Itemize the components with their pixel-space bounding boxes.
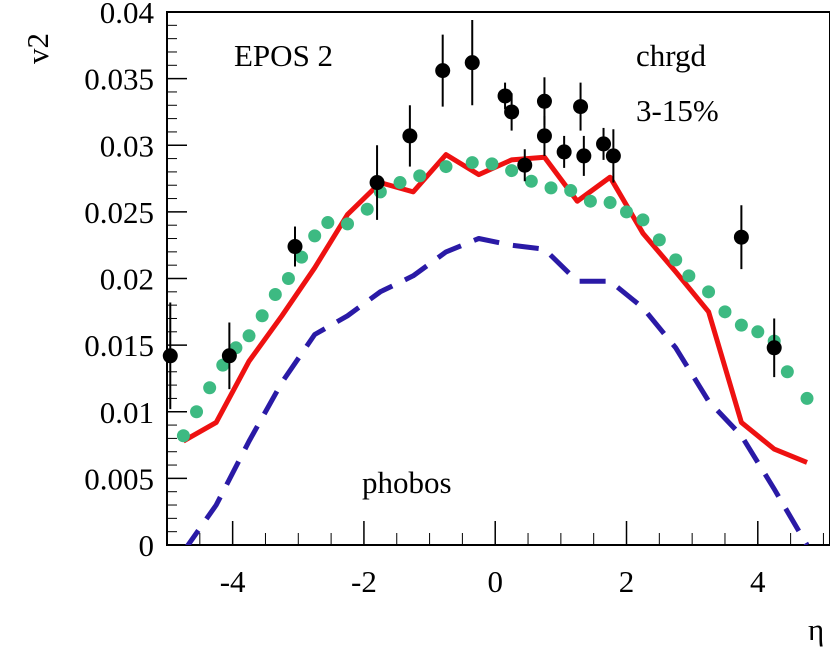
dotted-series-point bbox=[669, 253, 683, 267]
dotted-series-point bbox=[360, 202, 374, 216]
data-point bbox=[536, 93, 552, 109]
dotted-series-point bbox=[603, 196, 617, 210]
dotted-series-point bbox=[295, 250, 309, 264]
annotation-phobos: phobos bbox=[362, 465, 452, 500]
dotted-series-point bbox=[465, 156, 479, 170]
axis-ticks bbox=[166, 11, 824, 546]
dotted-series-point bbox=[255, 309, 269, 323]
dotted-series-point bbox=[393, 176, 407, 190]
dotted-series-point bbox=[341, 217, 355, 231]
data-point bbox=[576, 148, 592, 164]
dotted-series-point bbox=[702, 285, 716, 299]
dotted-series-point bbox=[308, 229, 322, 243]
dotted-series-point bbox=[682, 269, 696, 283]
annotation-chrgd: chrgd bbox=[636, 38, 707, 73]
data-point bbox=[536, 128, 552, 144]
data-point bbox=[733, 229, 749, 245]
dotted-series-point bbox=[190, 405, 204, 419]
y-tick-label: 0 bbox=[139, 528, 155, 563]
data-point bbox=[464, 55, 480, 71]
data-point bbox=[556, 144, 572, 160]
data-point bbox=[369, 175, 385, 191]
data-point bbox=[497, 88, 513, 104]
data-point bbox=[287, 239, 303, 255]
dotted-series-point bbox=[780, 365, 794, 379]
dotted-series-point bbox=[413, 169, 427, 183]
series-line-0 bbox=[182, 152, 808, 465]
annotation-epos: EPOS 2 bbox=[234, 38, 333, 73]
y-axis-title: v2 bbox=[20, 33, 55, 64]
y-tick-label: 0.03 bbox=[100, 128, 154, 163]
data-point bbox=[162, 348, 178, 364]
data-point bbox=[766, 340, 782, 356]
dotted-series-point bbox=[176, 429, 190, 443]
plot-frame bbox=[166, 11, 830, 546]
dotted-series-point bbox=[524, 174, 538, 188]
dotted-series-point bbox=[203, 381, 217, 395]
dotted-series-point bbox=[268, 287, 282, 301]
dotted-series-point bbox=[751, 325, 765, 339]
x-tick-label: 2 bbox=[619, 564, 635, 599]
x-tick-label: -4 bbox=[220, 564, 246, 599]
dotted-series-point bbox=[242, 329, 256, 343]
x-tick-label: 0 bbox=[487, 564, 503, 599]
axis-tick-labels: -4 -2 0 2 4 0 0.005 0.01 0.015 0.02 0.025 0.03 0.035… bbox=[84, 0, 766, 599]
dotted-series-point bbox=[636, 213, 650, 227]
data-point bbox=[221, 348, 237, 364]
dotted-series-point bbox=[281, 272, 295, 285]
y-tick-label: 0.04 bbox=[100, 0, 155, 30]
data-point bbox=[573, 99, 589, 115]
dotted-series-point bbox=[583, 194, 597, 208]
dotted-series-point bbox=[485, 157, 499, 171]
data-point bbox=[504, 104, 520, 120]
data-point bbox=[517, 157, 533, 173]
y-tick-label: 0.01 bbox=[100, 395, 154, 430]
series-line-1 bbox=[185, 236, 810, 545]
x-axis-title: η bbox=[808, 612, 824, 647]
dotted-series-point bbox=[800, 391, 814, 405]
data-points-layer bbox=[162, 19, 782, 410]
dotted-series-point bbox=[652, 233, 666, 247]
y-tick-label: 0.025 bbox=[84, 195, 154, 230]
data-point bbox=[435, 63, 451, 79]
dotted-series-point bbox=[620, 205, 634, 219]
annotation-centrality: 3-15% bbox=[636, 93, 719, 128]
dotted-series-point bbox=[718, 305, 732, 319]
data-point bbox=[402, 128, 418, 144]
y-tick-label: 0.02 bbox=[100, 262, 154, 297]
y-tick-label: 0.005 bbox=[84, 461, 154, 496]
dotted-series-point bbox=[734, 318, 748, 332]
dotted-series-point bbox=[321, 216, 335, 230]
x-tick-label: 4 bbox=[750, 564, 766, 599]
data-point bbox=[596, 136, 612, 152]
data-point bbox=[605, 148, 621, 164]
dotted-series-point bbox=[439, 160, 453, 174]
series-layer bbox=[176, 152, 814, 545]
dotted-series-point bbox=[544, 181, 558, 195]
dotted-series-point bbox=[564, 184, 578, 198]
y-tick-label: 0.035 bbox=[84, 62, 154, 97]
y-tick-label: 0.015 bbox=[84, 328, 154, 363]
x-tick-label: -2 bbox=[351, 564, 377, 599]
dotted-series-point bbox=[505, 164, 519, 178]
